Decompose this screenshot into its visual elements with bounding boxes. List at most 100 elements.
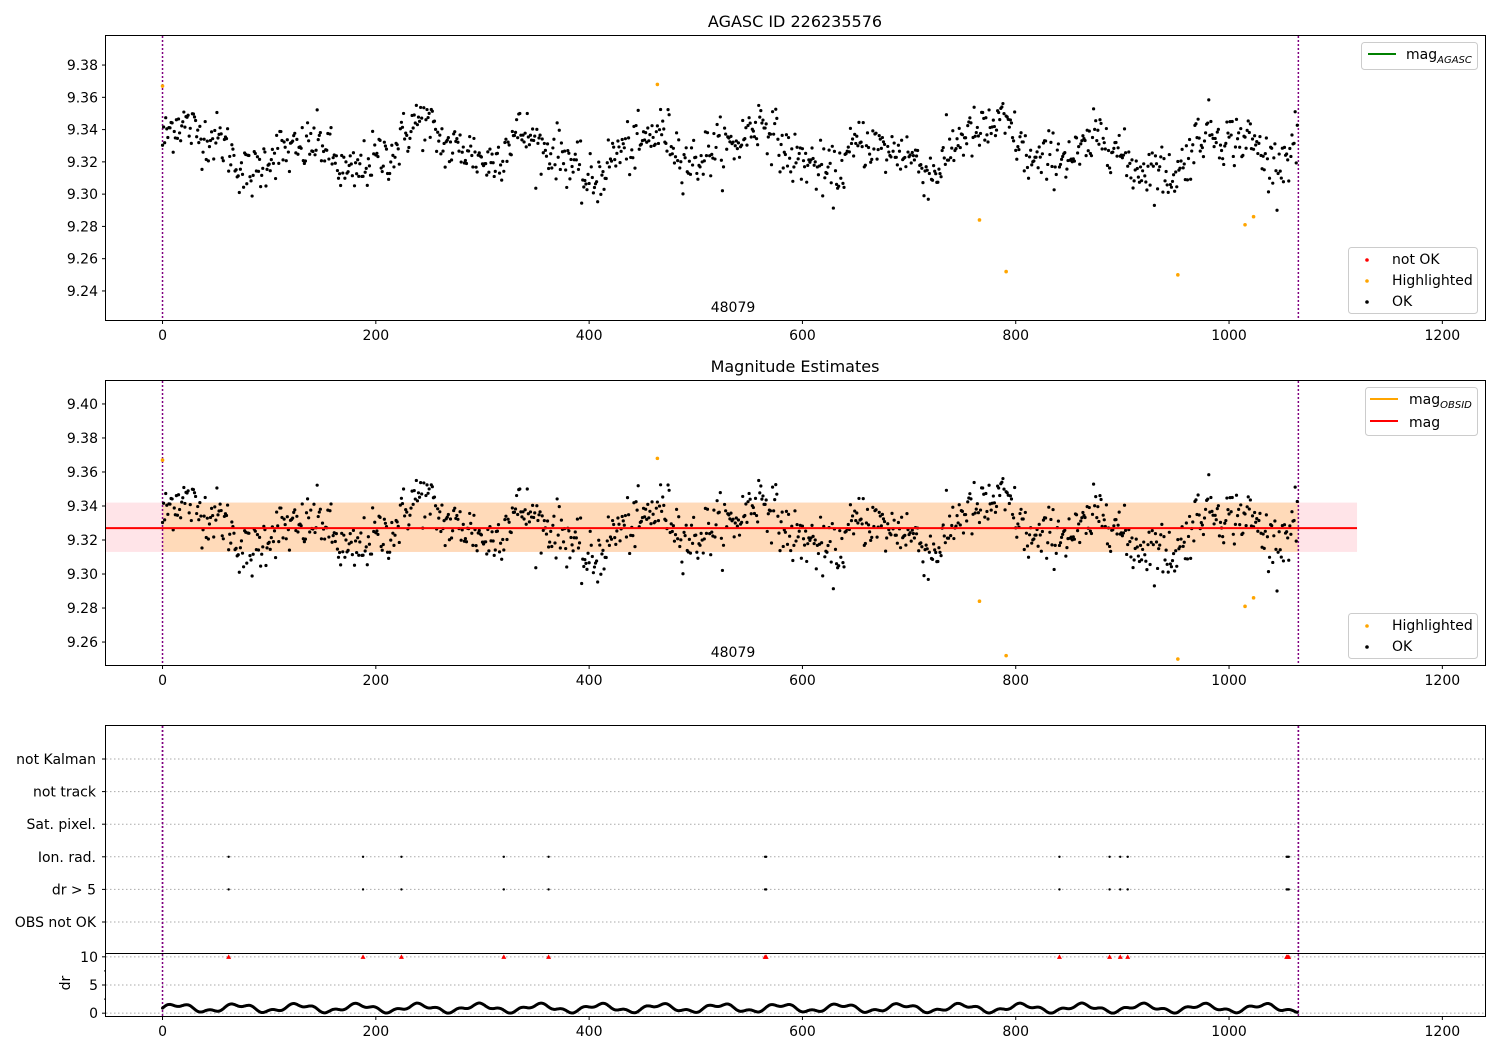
ok-point [908, 531, 912, 535]
ok-point [656, 141, 661, 146]
flag-marker [1108, 888, 1111, 891]
ok-point [698, 165, 702, 169]
ok-point [171, 150, 175, 154]
ok-point [381, 542, 385, 547]
ok-point [776, 137, 780, 141]
ok-point [793, 132, 797, 136]
panel-1-obsid-label: 48079 [711, 300, 756, 316]
ok-point [813, 160, 817, 164]
ok-point [479, 155, 484, 159]
ok-point [678, 166, 682, 170]
panel-2-legend-points: Highlighted OK [1348, 613, 1478, 659]
ok-point [639, 519, 643, 523]
ok-point [1267, 176, 1272, 180]
ok-point [1246, 495, 1250, 499]
ok-point [615, 529, 619, 533]
ok-point [378, 138, 382, 143]
ok-point [336, 555, 341, 559]
ok-point [248, 554, 252, 558]
ok-point [583, 178, 587, 183]
ok-point [799, 556, 803, 560]
ok-point [1206, 121, 1210, 125]
ok-point [1086, 149, 1090, 153]
ok-point [371, 129, 375, 134]
ok-point [946, 158, 951, 162]
ok-point [485, 552, 489, 556]
ok-point [921, 560, 925, 564]
ok-point [1022, 169, 1026, 173]
ok-point [1161, 190, 1165, 194]
ok-point [1087, 129, 1091, 133]
ok-point [395, 520, 399, 524]
ok-point [830, 522, 834, 526]
panel-3-observation-boundaries [161, 726, 1300, 953]
ok-point [585, 567, 589, 571]
ok-point [1089, 531, 1094, 536]
ok-point [1115, 154, 1119, 158]
ok-point [713, 535, 717, 539]
ok-point [636, 484, 640, 488]
ok-point [1147, 530, 1151, 534]
ok-point [859, 140, 863, 144]
ok-point [1279, 555, 1283, 559]
ok-point [1256, 529, 1260, 533]
ok-point [865, 131, 870, 135]
ok-point [866, 145, 871, 150]
ok-point [1120, 534, 1124, 538]
ok-point [617, 145, 621, 149]
ok-point [785, 542, 790, 547]
ok-point [683, 534, 687, 538]
ok-point [658, 483, 663, 487]
ok-point [307, 139, 311, 143]
ok-point [1238, 145, 1242, 149]
ok-point [468, 511, 472, 516]
ok-point [399, 496, 404, 500]
ok-point [180, 124, 184, 128]
ok-point [897, 149, 902, 153]
ok-point [304, 134, 309, 138]
ok-point [1029, 148, 1033, 152]
ok-point [215, 110, 219, 115]
ok-point [1091, 482, 1096, 486]
ok-point [206, 537, 210, 541]
ok-point [1163, 558, 1167, 562]
ok-point [849, 141, 854, 146]
ok-point [470, 153, 474, 158]
ok-point [783, 530, 787, 534]
ok-point [1214, 140, 1218, 145]
ok-point [895, 541, 899, 545]
ok-point [904, 543, 908, 547]
ok-point [968, 116, 972, 120]
ok-point [224, 513, 229, 518]
ok-point [1103, 147, 1107, 151]
flag-marker [1287, 888, 1290, 891]
ok-point [1130, 536, 1134, 540]
ok-point [195, 135, 199, 139]
ok-point [630, 148, 634, 152]
ok-point [1077, 145, 1081, 149]
ok-point [541, 151, 545, 155]
ok-point [550, 544, 554, 549]
ok-point [1235, 514, 1240, 518]
ok-point [351, 528, 356, 532]
ok-point [792, 543, 796, 548]
ok-point [1222, 162, 1226, 167]
ok-point [1018, 135, 1022, 139]
ok-point [237, 570, 241, 574]
ok-point [516, 136, 520, 140]
ok-point [319, 537, 324, 541]
ok-point [1128, 161, 1132, 165]
ok-point [648, 133, 652, 137]
flag-marker [1119, 855, 1122, 858]
ok-point [181, 120, 185, 124]
panel-2-highlighted-points [160, 456, 1256, 661]
ok-point [436, 507, 440, 511]
ok-point [955, 137, 959, 141]
ok-point [568, 177, 572, 181]
ok-point [1222, 541, 1226, 545]
ok-point [1187, 514, 1192, 519]
ok-point [970, 532, 974, 536]
ok-point [1197, 513, 1201, 517]
ok-point [404, 508, 408, 512]
ok-point [679, 538, 683, 542]
